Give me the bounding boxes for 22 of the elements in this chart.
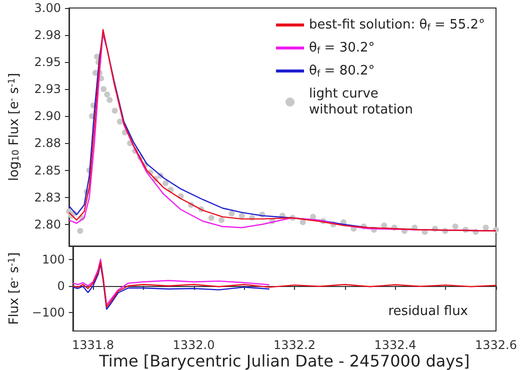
x-tick-label: 1332.2 xyxy=(274,338,316,352)
y-tick-label: 2.93 xyxy=(34,82,61,96)
y-axis-title: Flux [e- s-1] xyxy=(7,252,22,325)
y-tick-label: 2.90 xyxy=(34,109,61,124)
annotation: residual flux xyxy=(388,304,468,319)
y-axis-title: log10 Flux [e- s-1] xyxy=(7,72,22,182)
y-tick-label: 2.85 xyxy=(34,163,61,178)
y-tick-label: 2.98 xyxy=(34,28,61,42)
x-tick-label: 1331.8 xyxy=(72,338,114,352)
x-tick-label: 1332.6 xyxy=(475,338,517,352)
legend-label: light curve without rotation xyxy=(309,86,414,118)
y-tick-label: 3.00 xyxy=(34,1,61,15)
y-tick-label: −100 xyxy=(32,305,65,320)
y-tick-label: 2.80 xyxy=(34,217,61,232)
x-axis-title: Time [Barycentric Julian Date - 2457000 days] xyxy=(98,352,470,370)
y-tick-label: 2.83 xyxy=(34,190,61,204)
y-tick-label: 0 xyxy=(57,278,65,293)
x-tick-label: 1332.4 xyxy=(374,338,416,352)
y-tick-label: 2.95 xyxy=(34,55,61,70)
y-tick-label: 100 xyxy=(42,252,65,266)
x-tick-label: 1332.0 xyxy=(172,338,215,352)
y-tick-label: 2.88 xyxy=(34,136,61,150)
